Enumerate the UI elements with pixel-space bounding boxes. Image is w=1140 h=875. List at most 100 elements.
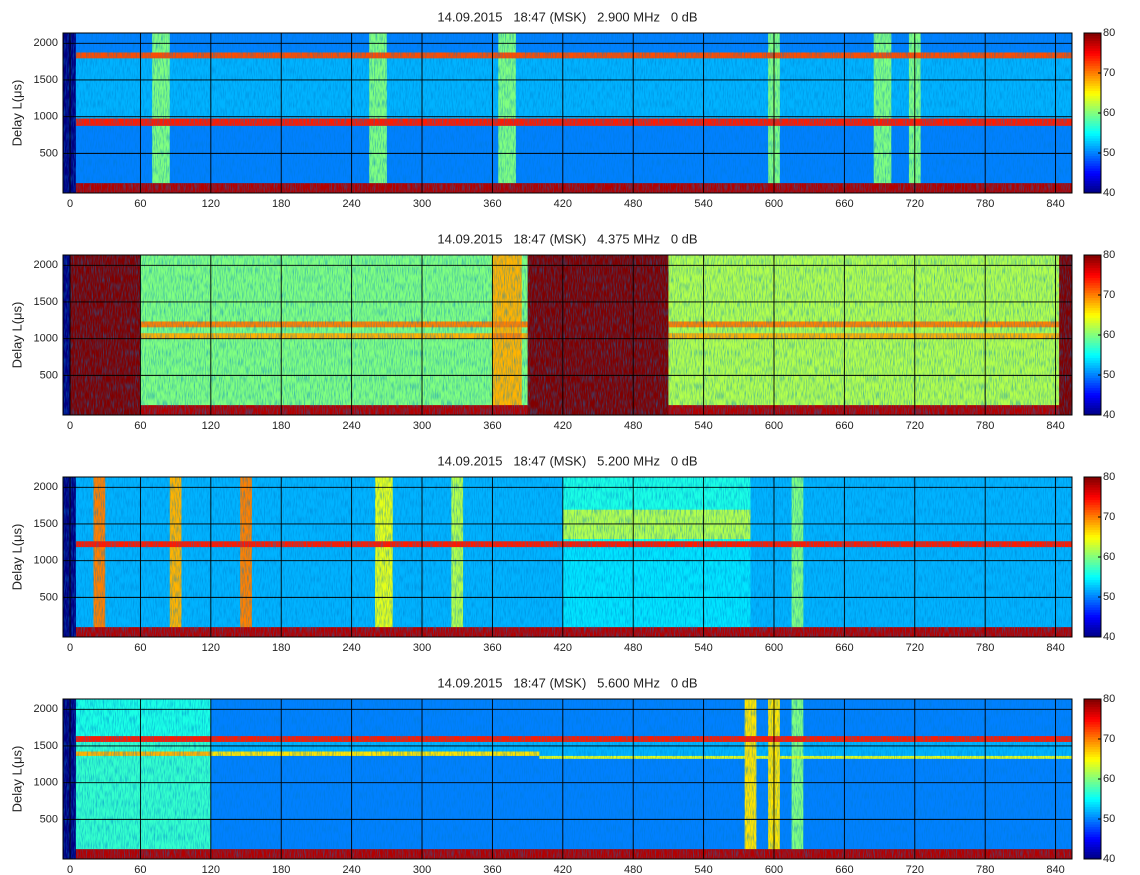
y-tick-label: 1000 [34,111,58,123]
x-tick-label: 780 [976,864,994,875]
colorbar: 4050607080 [1084,693,1115,865]
panel: 0 60 120 180 240 300 360 420 480 540 600 660 720 780 8… [9,453,1115,653]
x-tick-label: 180 [272,198,290,210]
noise-texture [63,477,1072,637]
colorbar-tick-label: 50 [1103,813,1115,825]
y-tick-label: 1500 [34,74,58,86]
x-tick-label: 420 [554,642,572,654]
x-tick-label: 0 [67,642,73,654]
x-tick-label: 780 [976,420,994,432]
y-tick-label: 500 [40,369,58,381]
x-tick-label: 360 [483,642,501,654]
heatmap [63,477,1072,637]
colorbar: 4050607080 [1084,27,1115,199]
x-tick-label: 240 [342,420,360,432]
x-tick-label: 360 [483,420,501,432]
x-tick-label: 840 [1046,642,1064,654]
y-tick-label: 500 [40,147,58,159]
x-tick-label: 660 [835,198,853,210]
x-tick-label: 420 [554,420,572,432]
x-tick-label: 720 [906,642,924,654]
heatmap [63,255,1072,415]
x-tick-label: 360 [483,198,501,210]
x-tick-label: 0 [67,420,73,432]
chart-title: 14.09.2015 18:47 (MSK) 4.375 MHz 0 dB [437,231,697,246]
x-tick-label: 720 [906,420,924,432]
x-tick-label: 120 [202,198,220,210]
y-tick-label: 1000 [34,777,58,789]
y-tick-label: 2000 [34,481,58,493]
x-tick-label: 600 [765,642,783,654]
x-tick-label: 300 [413,420,431,432]
colorbar-tick-label: 80 [1103,27,1115,39]
colorbar-tick-label: 80 [1103,249,1115,261]
colorbar-tick-label: 60 [1103,329,1115,341]
x-tick-label: 600 [765,198,783,210]
x-tick-label: 780 [976,642,994,654]
colorbar-tick-label: 70 [1103,733,1115,745]
chart-title: 14.09.2015 18:47 (MSK) 5.600 MHz 0 dB [437,675,697,690]
x-tick-label: 420 [554,864,572,875]
noise-texture [63,699,1072,859]
y-tick-label: 2000 [34,703,58,715]
x-tick-label: 720 [906,864,924,875]
x-tick-label: 180 [272,864,290,875]
x-tick-label: 480 [624,198,642,210]
heatmap [63,699,1072,859]
page: 0601201802403003604204805406006607207808… [0,0,1140,875]
x-tick-label: 780 [976,198,994,210]
noise-texture [63,33,1072,193]
x-tick-label: 840 [1046,864,1064,875]
y-tick-label: 2000 [34,259,58,271]
y-tick-label: 500 [40,813,58,825]
x-tick-label: 240 [342,864,360,875]
x-tick-label: 840 [1046,198,1064,210]
x-tick-label: 300 [413,642,431,654]
chart-title: 14.09.2015 18:47 (MSK) 5.200 MHz 0 dB [437,453,697,468]
panel: 0601201802403003604204805406006607207808… [9,231,1115,431]
y-tick-label: 500 [40,591,58,603]
noise-texture [63,255,1072,415]
colorbar-tick-label: 50 [1103,369,1115,381]
colorbar-tick-label: 70 [1103,289,1115,301]
x-tick-label: 480 [624,642,642,654]
colorbar-tick-label: 50 [1103,591,1115,603]
x-tick-label: 180 [272,642,290,654]
chart-title: 14.09.2015 18:47 (MSK) 2.900 MHz 0 dB [437,9,697,24]
x-tick-label: 480 [624,420,642,432]
y-axis-label: Delay L(μs) [9,80,24,147]
x-tick-label: 360 [483,864,501,875]
x-tick-label: 600 [765,864,783,875]
x-tick-label: 660 [835,864,853,875]
x-tick-label: 240 [342,198,360,210]
colorbar-tick-label: 70 [1103,67,1115,79]
x-tick-label: 120 [202,420,220,432]
x-tick-label: 660 [835,642,853,654]
colorbar: 4050607080 [1084,249,1115,421]
heatmap [63,33,1072,193]
x-tick-label: 60 [134,198,146,210]
colorbar-tick-label: 40 [1103,187,1115,199]
colorbar-tick-label: 60 [1103,107,1115,119]
x-tick-label: 120 [202,642,220,654]
x-tick-label: 180 [272,420,290,432]
x-tick-label: 60 [134,864,146,875]
x-tick-label: 0 [67,198,73,210]
colorbar-tick-label: 60 [1103,551,1115,563]
colorbar-tick-label: 80 [1103,693,1115,705]
colorbar-tick-label: 60 [1103,773,1115,785]
x-tick-label: 300 [413,864,431,875]
colorbar-tick-label: 80 [1103,471,1115,483]
x-tick-label: 540 [694,864,712,875]
y-tick-label: 1500 [34,518,58,530]
y-tick-label: 1000 [34,555,58,567]
x-tick-label: 60 [134,642,146,654]
x-tick-label: 540 [694,198,712,210]
x-tick-label: 60 [134,420,146,432]
x-tick-label: 240 [342,642,360,654]
y-tick-label: 2000 [34,37,58,49]
y-tick-label: 1500 [34,740,58,752]
x-tick-label: 540 [694,642,712,654]
